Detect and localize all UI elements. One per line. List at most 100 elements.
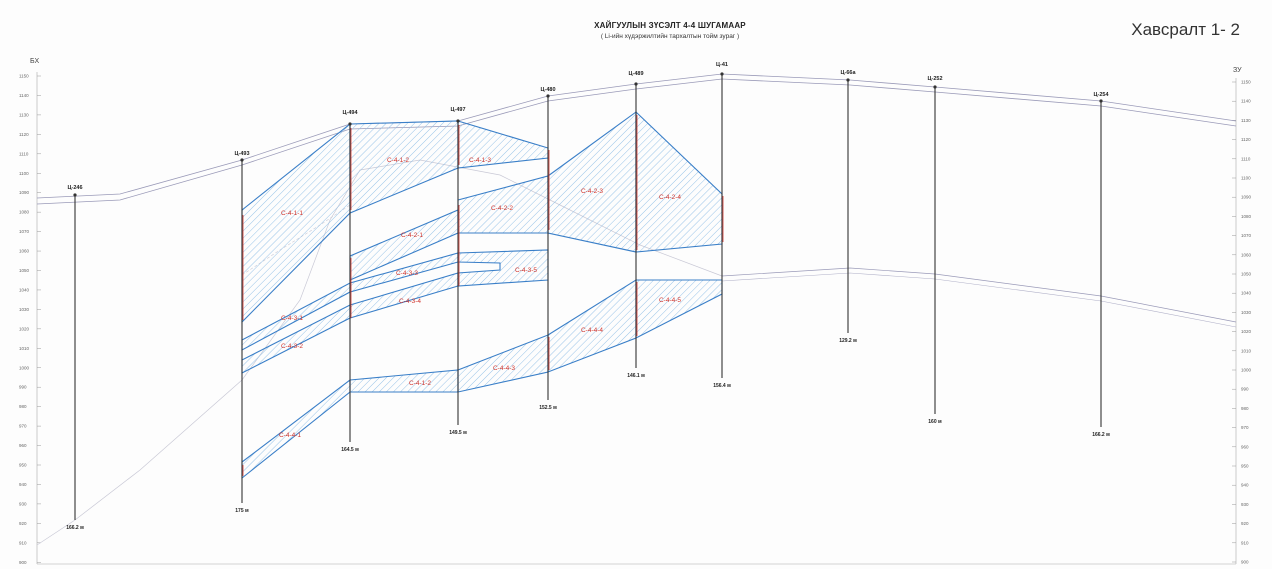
left-elevation-ticks: 1150 1140 1130 1120 1110 1100 1090 1080 1070 1060… [19, 74, 41, 565]
geological-boundary-lower-2 [721, 272, 1237, 328]
drill-hole-depth: 164.5 м [341, 447, 359, 453]
right-tick-label: 1020 [1241, 329, 1252, 334]
right-tick-label: 1070 [1241, 233, 1252, 238]
left-tick-label: 1090 [19, 190, 30, 195]
left-tick-label: 1100 [19, 171, 29, 176]
drill-hole-name: Ц-497 [450, 107, 465, 113]
left-tick-label: 1070 [19, 229, 30, 234]
section-subtitle: ( Li-ийн хүдэржилтийн тархалтын тойм зур… [600, 33, 740, 40]
left-tick-label: 1060 [19, 249, 30, 254]
ore-zone-label: С-4-4-4 [581, 327, 603, 334]
ground-surface-lower [36, 78, 1237, 205]
drill-hole-depth: 149.5 м [449, 430, 467, 436]
collar-marker [240, 158, 244, 162]
left-tick-label: 900 [19, 560, 27, 565]
ore-zone-label: С-4-3-5 [515, 267, 537, 274]
drill-hole: Ц-246 166.2 м [66, 185, 84, 531]
collar-marker [546, 94, 550, 98]
ore-zone-c-4-4-2 [349, 369, 459, 393]
right-tick-label: 910 [1241, 540, 1249, 545]
ore-zone-c-4-2-3 [547, 110, 637, 253]
drill-hole: Ц-41 156.4 м [713, 62, 731, 389]
left-tick-label: 1030 [19, 307, 30, 312]
left-tick-label: 1010 [19, 346, 30, 351]
drill-hole-name: Ц-493 [234, 151, 249, 157]
ore-zone-label: С-4-3-3 [396, 270, 418, 277]
drill-hole-name: Ц-254 [1093, 92, 1109, 98]
right-tick-label: 990 [1241, 387, 1249, 392]
collar-marker [456, 119, 460, 123]
drill-hole-depth: 129.2 м [839, 338, 857, 344]
ore-zone-label: С-4-4-3 [493, 365, 515, 372]
ore-zone-c-4-2-4 [635, 110, 723, 253]
left-tick-label: 990 [19, 385, 27, 390]
right-tick-label: 1040 [1241, 291, 1252, 296]
right-tick-label: 1140 [1241, 99, 1251, 104]
right-tick-label: 920 [1241, 521, 1249, 526]
appendix-label: Хавсралт 1- 2 [1131, 20, 1240, 39]
ore-zone-label: С-4-1-1 [281, 210, 303, 217]
right-tick-label: 1050 [1241, 272, 1252, 277]
drill-hole: Ц-493 175 м [234, 151, 249, 514]
ground-surface-upper [36, 73, 1237, 199]
drill-hole-depth: 175 м [235, 508, 249, 514]
collar-marker [634, 82, 638, 86]
ore-zone-label: С-4-4-5 [659, 297, 681, 304]
drill-hole-depth: 166.2 м [1092, 432, 1110, 438]
right-tick-label: 980 [1241, 406, 1249, 411]
collar-marker [933, 85, 937, 89]
left-tick-label: 1050 [19, 268, 30, 273]
drill-hole-depth: 160 м [928, 419, 942, 425]
ore-zone-label: С-4-3-4 [399, 298, 421, 305]
right-tick-label: 1010 [1241, 348, 1252, 353]
right-tick-label: 1120 [1241, 137, 1251, 142]
collar-marker [846, 78, 850, 82]
right-tick-label: 930 [1241, 502, 1249, 507]
left-tick-label: 1130 [19, 112, 29, 117]
ore-zone-label: С-4-1-2 [387, 157, 409, 164]
right-tick-label: 950 [1241, 464, 1249, 469]
left-tick-label: 980 [19, 404, 27, 409]
ore-zone-label: С-4-2-3 [581, 188, 603, 195]
drill-hole: Ц-254 166.2 м [1092, 92, 1110, 438]
ore-zone-label: С-4-2-1 [401, 232, 423, 239]
drill-hole-depth: 146.1 м [627, 373, 645, 379]
left-tick-label: 1020 [19, 326, 30, 331]
left-tick-label: 1150 [19, 74, 29, 79]
ore-zone-label: С-4-3-1 [281, 315, 303, 322]
right-tick-label: 940 [1241, 483, 1249, 488]
ore-zone-label: С-4-4-1 [279, 432, 301, 439]
drill-hole-name: Ц-480 [540, 87, 555, 93]
right-tick-label: 1110 [1241, 156, 1251, 161]
ore-bodies [241, 110, 723, 480]
left-tick-label: 910 [19, 540, 27, 545]
left-tick-label: 940 [19, 482, 27, 487]
drill-hole: Ц-489 146.1 м [627, 71, 645, 379]
ore-zone-label: С-4-2-2 [491, 205, 513, 212]
right-tick-label: 1080 [1241, 214, 1252, 219]
left-tick-label: 950 [19, 463, 27, 468]
right-tick-label: 1150 [1241, 80, 1251, 85]
right-elevation-ticks: 1150 1140 1130 1120 1110 1100 1090 1080 1070 1060… [1232, 80, 1252, 565]
right-tick-label: 1000 [1241, 368, 1252, 373]
right-tick-label: 1100 [1241, 176, 1251, 181]
drill-hole-depth: 152.5 м [539, 405, 557, 411]
left-tick-label: 1000 [19, 365, 30, 370]
ore-zone-c-4-4-5 [635, 279, 723, 339]
zone-labels: С-4-1-1 С-4-1-2 С-4-1-3 С-4-2-1 С-4-2-2 С-4-2… [279, 157, 681, 439]
left-tick-label: 930 [19, 501, 27, 506]
right-tick-label: 1030 [1241, 310, 1252, 315]
right-tick-label: 1130 [1241, 118, 1251, 123]
collar-marker [720, 72, 724, 76]
ore-zone-label: С-4-1-2 [409, 380, 431, 387]
drill-hole: Ц-480 152.5 м [539, 87, 557, 411]
right-direction-label: ЗУ [1233, 67, 1242, 74]
right-tick-label: 960 [1241, 444, 1249, 449]
left-tick-label: 1080 [19, 210, 30, 215]
left-tick-label: 1040 [19, 287, 30, 292]
drill-hole: Ц-66а 129.2 м [839, 70, 857, 344]
left-tick-label: 1110 [19, 151, 29, 156]
drill-hole-name: Ц-489 [628, 71, 643, 77]
